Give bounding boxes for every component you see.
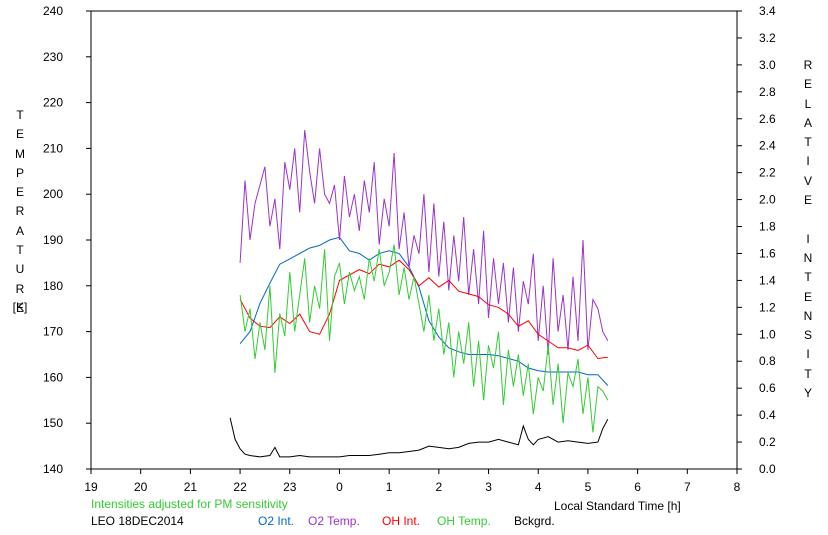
x-tick-label: 1 [386,480,393,494]
axis-title-letter: E [15,127,24,142]
right-tick-label: 1.4 [759,273,776,287]
axis-title-letter: E [15,185,24,200]
left-tick-label: 180 [43,279,63,293]
station-date-label: LEO 18DEC2014 [91,514,184,528]
left-axis-unit: [K] [12,300,28,314]
axis-title-letter: R [15,204,25,219]
right-tick-label: 2.4 [759,139,776,153]
right-tick-label: 2.2 [759,166,776,180]
x-tick-label: 8 [734,480,741,494]
x-tick-label: 22 [233,480,247,494]
left-tick-label: 230 [43,50,63,64]
left-tick-label: 160 [43,370,63,384]
x-axis-title: Local Standard Time [h] [554,499,681,513]
left-tick-label: 190 [43,233,63,247]
axis-title-letter: M [15,146,25,161]
axis-title-letter: E [803,77,812,92]
right-tick-label: 3.4 [759,4,776,18]
x-tick-label: 4 [535,480,542,494]
axis-title-letter: T [804,366,812,381]
right-tick-label: 3.0 [759,58,776,72]
legend-oh-temp: OH Temp. [437,514,491,528]
x-tick-label: 19 [84,480,98,494]
left-tick-label: 240 [43,4,63,18]
left-tick-label: 140 [43,462,63,476]
x-tick-label: 5 [585,480,592,494]
x-tick-label: 3 [485,480,492,494]
axis-title-letter: I [806,347,810,362]
x-tick-label: 23 [283,480,297,494]
axis-title-letter: E [15,300,24,315]
legend-oh-int: OH Int. [382,514,421,528]
x-tick-label: 2 [436,480,443,494]
axis-title-letter: V [803,173,812,188]
legend-o2-temp: O2 Temp. [308,514,360,528]
chart-note: Intensities adjusted for PM sensitivity [91,497,288,511]
left-tick-label: 170 [43,325,63,339]
axis-title-letter: S [803,328,812,343]
right-tick-label: 0.8 [759,354,776,368]
right-tick-label: 0.4 [759,408,776,422]
series-line-o2-int [239,236,609,386]
x-tick-label: 6 [634,480,641,494]
left-tick-label: 150 [43,416,63,430]
right-tick-label: 1.8 [759,220,776,234]
right-tick-label: 0.0 [759,462,776,476]
series-line-oh-temp [239,244,609,433]
series-line-o2-temp [239,130,609,355]
left-tick-label: 210 [43,141,63,155]
right-tick-label: 2.0 [759,193,776,207]
x-tick-label: 20 [134,480,148,494]
axis-title-letter: I [806,231,810,246]
axis-title-letter: E [803,289,812,304]
axis-title-letter: A [803,115,812,130]
legend-o2-int: O2 Int. [258,514,295,528]
axis-title-letter: E [803,193,812,208]
axis-title-letter: A [15,223,24,238]
axis-title-letter: R [803,58,813,72]
right-tick-label: 0.6 [759,381,776,395]
axis-title-letter: R [15,281,25,296]
axis-title-letter: N [803,250,813,265]
axis-title-letter: I [806,154,810,169]
x-tick-label: 0 [336,480,343,494]
right-tick-label: 3.2 [759,31,776,45]
left-tick-label: 220 [43,96,63,110]
x-tick-label: 21 [184,480,198,494]
right-tick-label: 2.6 [759,112,776,126]
x-tick-label: 7 [684,480,691,494]
plot-frame [90,10,738,470]
axis-title-letter: T [804,270,812,285]
axis-title-letter: U [15,262,25,277]
series-line-bckgrd [229,417,609,458]
axis-title-letter: N [803,308,813,323]
legend-bckgrd: Bckgrd. [514,514,555,528]
right-tick-label: 0.2 [759,435,776,449]
axis-title-letter: T [16,243,24,258]
right-tick-label: 1.6 [759,246,776,260]
right-tick-label: 1.0 [759,327,776,341]
left-tick-label: 200 [43,187,63,201]
axis-title-letter [800,210,816,229]
series-line-oh-int [239,259,608,360]
axis-title-letter: T [804,135,812,150]
axis-title-letter: Y [803,386,812,401]
right-tick-label: 1.2 [759,300,776,314]
right-tick-label: 2.8 [759,85,776,99]
axis-title-letter: L [804,96,812,111]
axis-title-letter: T [16,108,24,122]
axis-title-letter: P [15,165,24,180]
